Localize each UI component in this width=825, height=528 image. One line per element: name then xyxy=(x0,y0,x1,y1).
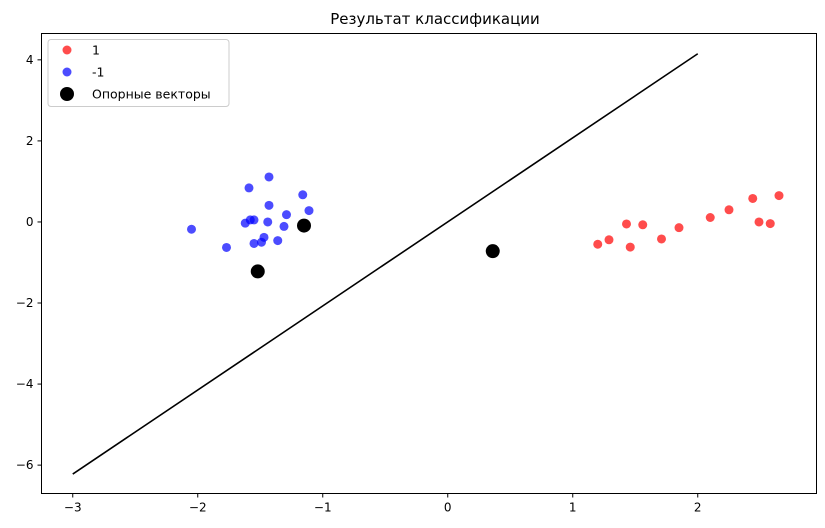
class-neg1-point xyxy=(264,200,274,210)
y-tick-label: 0 xyxy=(26,215,34,229)
axis-ticks: −3 −2 −1 0 1 2 −6 −4 −2 0 2 4 xyxy=(16,53,702,515)
y-tick-label: −6 xyxy=(16,458,34,472)
class-neg1-point xyxy=(244,183,254,193)
y-tick-label: −4 xyxy=(16,377,34,391)
y-tick-label: 4 xyxy=(26,53,34,67)
class-1-point xyxy=(674,223,684,233)
class-neg1-point xyxy=(304,206,314,216)
decision-boundary-line xyxy=(72,53,699,475)
class-1-point xyxy=(774,191,784,201)
class-1-point xyxy=(724,205,734,215)
class-1-point xyxy=(593,239,603,249)
chart-title: Результат классификации xyxy=(330,10,540,28)
x-tick-label: 0 xyxy=(444,501,452,515)
class-neg1-point xyxy=(273,236,283,246)
x-tick-label: 1 xyxy=(569,501,577,515)
support-vector-point xyxy=(250,264,265,279)
class-neg1-point xyxy=(249,238,259,248)
support-vector-point xyxy=(297,218,311,233)
y-tick-label: 2 xyxy=(26,134,34,148)
class-neg1-point xyxy=(259,232,269,242)
legend-label: -1 xyxy=(92,65,104,80)
class-1-point xyxy=(754,217,764,227)
class-1-point xyxy=(638,220,648,230)
x-tick-label: −3 xyxy=(64,501,82,515)
legend-box xyxy=(47,39,230,107)
class-1-point xyxy=(604,235,614,245)
class-neg1-point xyxy=(249,215,259,225)
class-neg1-point xyxy=(298,190,308,200)
class-neg1-point xyxy=(264,172,274,182)
x-tick-label: −1 xyxy=(314,501,332,515)
legend-marker xyxy=(62,45,72,55)
plot-area xyxy=(72,53,784,475)
axes-frame xyxy=(41,33,817,494)
legend: 1 -1 Опорные векторы xyxy=(47,39,230,107)
x-tick-label: −2 xyxy=(189,501,207,515)
class-neg1-point xyxy=(187,224,196,234)
class-neg1-point xyxy=(279,221,289,231)
x-tick-label: 2 xyxy=(694,501,702,515)
legend-label: Опорные векторы xyxy=(92,87,211,102)
legend-marker xyxy=(60,87,74,101)
class-1-point xyxy=(705,213,715,222)
class-neg1-point xyxy=(282,210,291,220)
class-1-point xyxy=(625,242,635,252)
class-1-point xyxy=(622,219,631,229)
class-1-point xyxy=(657,234,666,244)
class-1-point xyxy=(748,193,758,203)
class-1-point xyxy=(765,219,775,229)
legend-label: 1 xyxy=(92,43,100,58)
class-neg1-point xyxy=(222,242,231,252)
class-neg1-point xyxy=(263,217,273,227)
support-vector-point xyxy=(485,244,500,259)
legend-marker xyxy=(62,67,72,77)
y-tick-label: −2 xyxy=(16,296,34,310)
